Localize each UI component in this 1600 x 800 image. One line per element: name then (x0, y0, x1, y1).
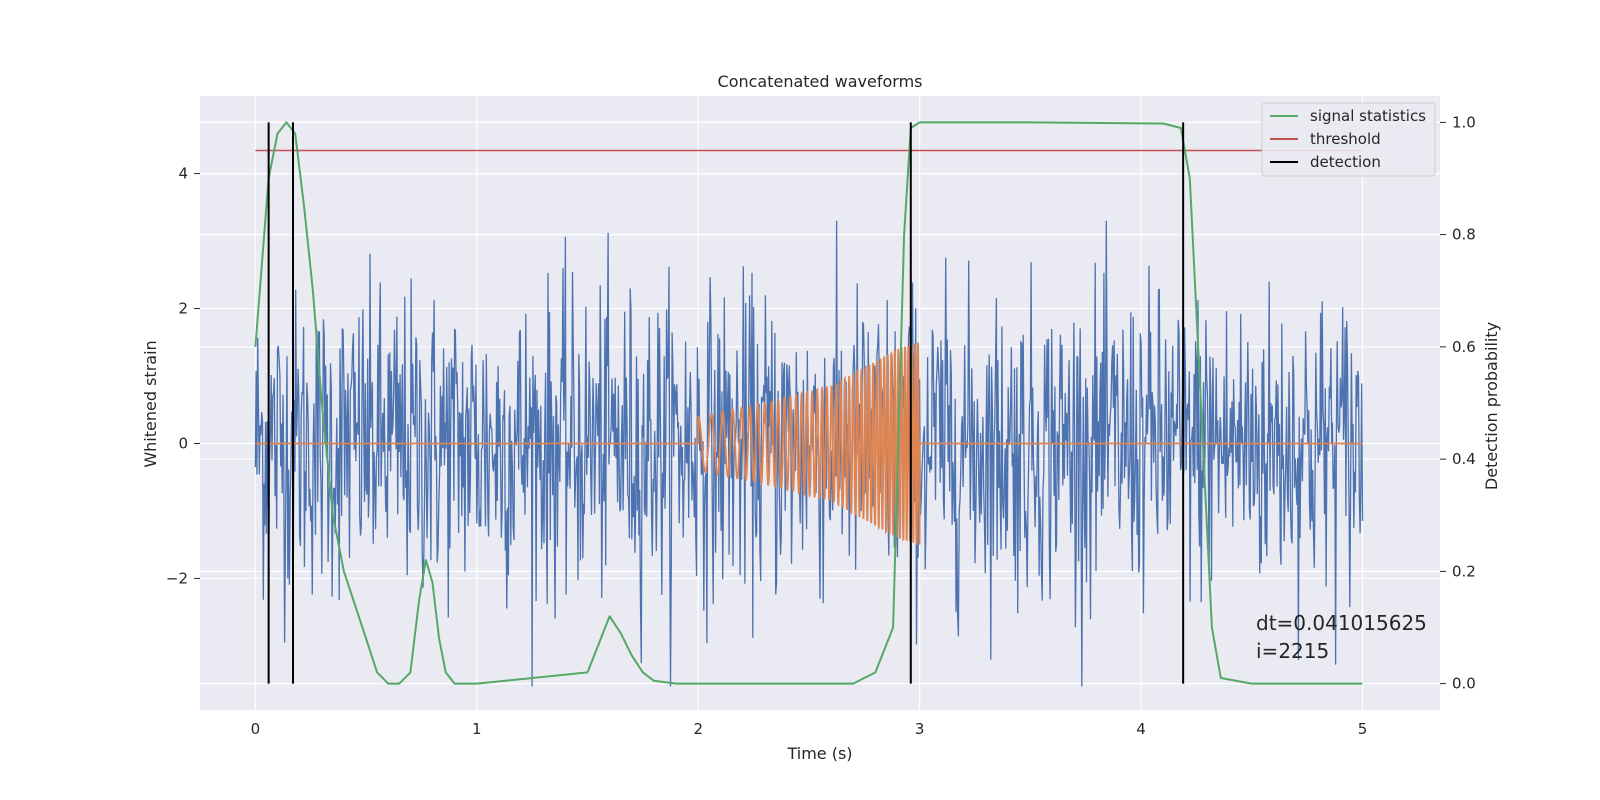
legend-label-threshold: threshold (1310, 130, 1381, 148)
legend-box (1261, 102, 1436, 177)
y-tick-label: −2 (166, 569, 188, 587)
x-tick-label: 4 (1136, 720, 1146, 738)
y2-tick-label: 0.4 (1452, 450, 1476, 468)
y-axis-label: Whitened strain (141, 340, 160, 467)
legend-label-detection: detection (1310, 153, 1381, 171)
y-tick-label: 2 (178, 300, 188, 318)
y2-axis-label: Detection probability (1482, 322, 1501, 490)
y2-tick-label: 0.0 (1452, 675, 1476, 693)
signal-statistics-series (254, 121, 1363, 685)
y2-tick-label: 0.6 (1452, 338, 1476, 356)
x-tick-label: 0 (251, 720, 261, 738)
annotation-line-dt: dt=0.041015625 (1256, 611, 1427, 635)
axis-ticks: 0 1 2 3 4 5 −2 0 2 4 0.0 0.2 0.4 0.6 0.8 1.0 (166, 113, 1476, 738)
legend-label-signal-statistics: signal statistics (1310, 107, 1426, 125)
y2-tick-label: 0.2 (1452, 562, 1476, 580)
x-axis-label: Time (s) (786, 744, 852, 763)
x-tick-label: 2 (693, 720, 703, 738)
x-tick-label: 3 (915, 720, 925, 738)
x-tick-label: 5 (1358, 720, 1368, 738)
template-line (255, 342, 1363, 546)
y2-tick-label: 1.0 (1452, 113, 1476, 131)
x-tick-label: 1 (472, 720, 482, 738)
y-tick-label: 4 (178, 165, 188, 183)
plot-area (200, 96, 1440, 710)
y2-tick-label: 0.8 (1452, 226, 1476, 244)
signal-statistics-line (254, 121, 1363, 685)
template-series (255, 342, 1363, 546)
legend: signal statistics threshold detection (1261, 102, 1436, 177)
chart-title: Concatenated waveforms (718, 72, 923, 91)
annotation-line-i: i=2215 (1256, 639, 1329, 663)
detection-series (267, 122, 1185, 684)
annotation-text: dt=0.041015625 i=2215 (1256, 611, 1433, 663)
y-tick-label: 0 (178, 434, 188, 452)
